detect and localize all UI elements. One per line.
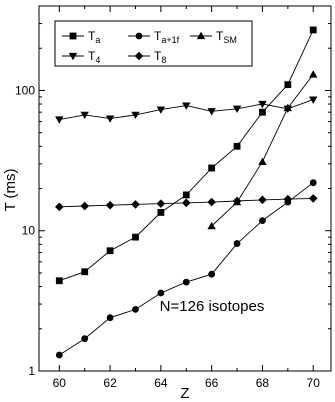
y-axis-label: T (ms): [2, 168, 19, 211]
point-Ta-67: [233, 142, 241, 150]
point-Ta11f-65: [182, 278, 190, 286]
point-Ta11f-68: [259, 217, 266, 225]
tick-layer: 60 62 64 66 68 70 1 10 100: [15, 5, 331, 390]
point-T8-60: [55, 202, 64, 212]
legend-marker-TSM: [196, 31, 206, 40]
point-T4-61: [80, 111, 89, 120]
point-Ta-64: [157, 209, 165, 216]
x-tick-label-64: 64: [154, 376, 168, 390]
point-T4-68: [258, 100, 267, 109]
point-T4-65: [182, 102, 191, 110]
point-Ta11f-62: [106, 314, 114, 322]
series-line-Ta: [59, 29, 314, 282]
legend-marker-Ta: [69, 32, 77, 40]
y-tick-label-100: 100: [15, 83, 35, 97]
point-T4-64: [156, 106, 166, 114]
point-Ta-68: [259, 108, 266, 116]
x-tick-label-68: 68: [256, 376, 270, 390]
x-tick-label-62: 62: [103, 376, 117, 390]
point-T4-62: [105, 115, 115, 123]
point-T8-69: [283, 194, 293, 204]
point-T4-67: [232, 105, 242, 113]
point-T8-66: [207, 197, 216, 207]
point-T8-63: [131, 200, 140, 209]
point-Ta-62: [106, 247, 114, 255]
point-Ta11f-64: [157, 289, 165, 297]
point-T8-68: [258, 195, 267, 205]
point-Ta11f-67: [233, 240, 241, 247]
point-Ta-65: [182, 191, 190, 199]
series-line-Ta11f: [59, 182, 314, 356]
legend-marker-T4: [68, 52, 78, 61]
legend: Ta Ta+1f TSM T4 T8: [54, 20, 253, 67]
point-TSM-66: [207, 221, 216, 230]
point-T4-69: [283, 105, 293, 113]
y-tick-label-1: 1: [28, 364, 35, 378]
point-T8-65: [181, 198, 191, 208]
point-T8-70: [308, 194, 318, 203]
point-Ta-69: [284, 81, 292, 89]
x-tick-label-66: 66: [205, 376, 219, 390]
point-Ta-60: [55, 277, 63, 285]
series-layer: [55, 26, 318, 359]
point-Ta-61: [81, 268, 89, 276]
point-T4-60: [55, 116, 64, 124]
legend-label-TSM: TSM: [216, 29, 237, 45]
legend-label-T8: T8: [154, 49, 166, 65]
point-Ta-63: [132, 233, 139, 241]
legend-marker-T8: [134, 51, 144, 61]
point-T4-66: [207, 108, 216, 116]
legend-label-T4: T4: [88, 49, 100, 65]
point-T8-61: [80, 201, 90, 211]
legend-label-Ta: Ta: [88, 29, 100, 45]
point-TSM-70: [309, 70, 318, 78]
y-tick-label-10: 10: [22, 224, 36, 238]
point-Ta-70: [309, 26, 317, 34]
point-TSM-68: [258, 157, 267, 165]
x-tick-label-60: 60: [53, 376, 67, 390]
legend-box: [54, 20, 253, 67]
point-Ta11f-60: [55, 351, 63, 359]
isotopes-annotation: N=126 isotopes: [160, 298, 265, 315]
point-T8-67: [232, 196, 242, 206]
point-Ta11f-61: [81, 335, 89, 343]
legend-marker-Ta11f: [135, 32, 143, 40]
point-Ta11f-70: [309, 179, 317, 187]
point-T4-70: [309, 96, 318, 104]
point-Ta-66: [208, 164, 216, 172]
point-Ta11f-63: [132, 305, 139, 313]
point-T8-64: [156, 199, 166, 208]
x-tick-label-70: 70: [307, 376, 321, 390]
point-Ta11f-66: [208, 270, 216, 278]
point-T8-62: [105, 200, 115, 210]
x-axis-label: Z: [180, 385, 189, 402]
legend-label-Ta11f: Ta+1f: [154, 29, 180, 45]
point-T4-63: [131, 111, 140, 120]
